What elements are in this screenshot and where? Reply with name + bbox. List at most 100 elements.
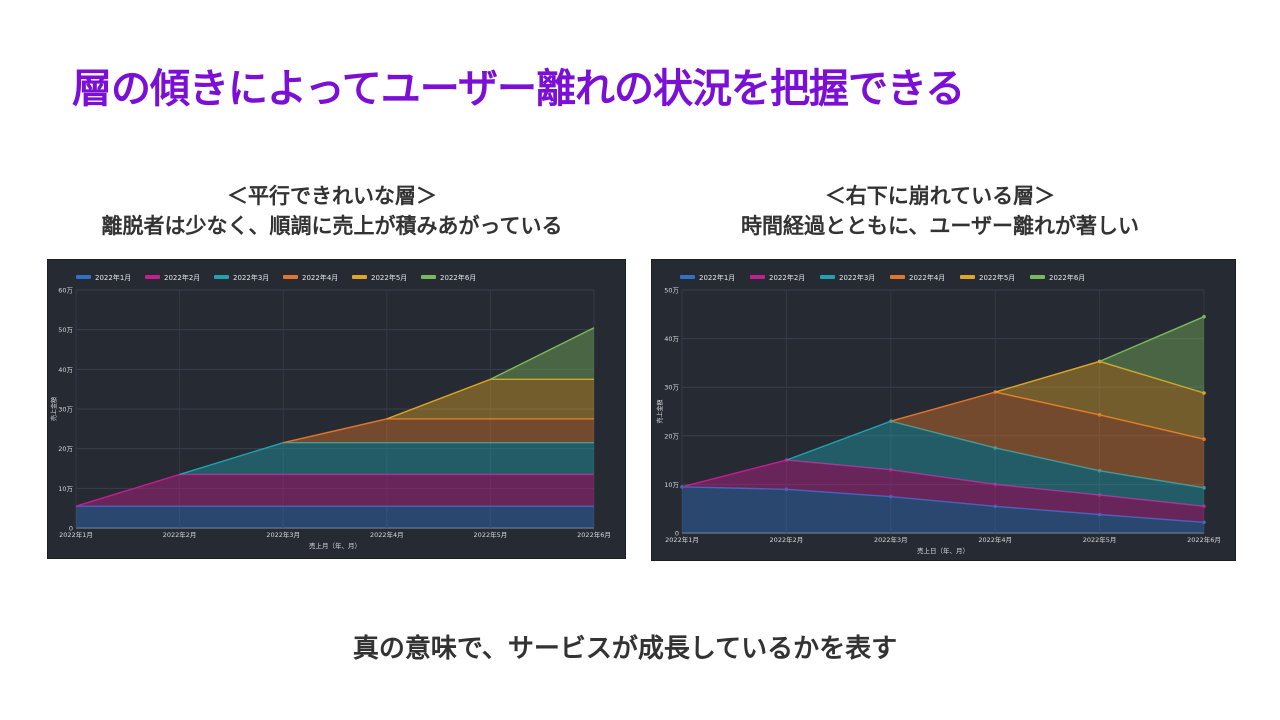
data-point	[1097, 413, 1102, 417]
y-tick-label: 30万	[664, 384, 679, 392]
series-line-6	[1099, 316, 1205, 363]
legend-item-3: 2022年3月	[820, 273, 875, 282]
data-point	[1097, 468, 1102, 473]
data-point	[993, 504, 997, 509]
series-line-6	[490, 327, 595, 380]
data-point	[1097, 512, 1102, 517]
data-point	[1202, 314, 1206, 319]
legend-item-2: 2022年2月	[145, 273, 200, 282]
legend-swatch	[960, 275, 975, 279]
legend-label: 2022年1月	[699, 273, 735, 282]
x-tick-label: 2022年5月	[474, 530, 508, 539]
caption-left: ＜平行できれいな層＞ 離脱者は少なく、順調に売上が積みあがっている	[52, 181, 612, 241]
legend-label: 2022年1月	[95, 273, 131, 282]
y-tick-label: 20万	[664, 432, 679, 440]
legend-item-1: 2022年1月	[76, 273, 131, 282]
caption-right-description: 時間経過とともに、ユーザー離れが著しい	[741, 214, 1139, 238]
series-line-2	[75, 473, 594, 507]
y-axis-title: 売上金額	[656, 399, 664, 423]
series-line-4	[890, 391, 1205, 440]
area-series-3	[786, 421, 1204, 507]
legend-label: 2022年6月	[440, 273, 476, 282]
legend-label: 2022年5月	[371, 273, 407, 282]
data-point	[993, 446, 997, 450]
legend-swatch	[820, 275, 835, 279]
area-series-5	[386, 379, 594, 419]
legend-label: 2022年4月	[302, 273, 338, 282]
y-tick-label: 50万	[664, 287, 679, 295]
data-point	[1202, 437, 1206, 442]
x-tick-label: 2022年2月	[770, 535, 804, 544]
area-series-3	[179, 442, 594, 475]
y-tick-label: 30万	[58, 406, 73, 414]
x-tick-label: 2022年3月	[874, 535, 908, 544]
area-series-5	[995, 361, 1204, 440]
legend-item-1: 2022年1月	[680, 273, 735, 282]
data-point	[1097, 493, 1102, 497]
footer-message: 真の意味で、サービスが成長しているかを表す	[352, 634, 898, 664]
chart-panel-declining: 0 10万 20万 30万 40万 50万 2022年1月 2022年2月 2022年3月 202…	[651, 259, 1236, 561]
series-line-1	[681, 486, 1205, 523]
x-tick-label: 2022年2月	[163, 530, 197, 539]
x-tick-label: 2022年4月	[978, 535, 1012, 544]
caption-left-heading: ＜平行できれいな層＞	[227, 184, 437, 208]
y-tick-label: 10万	[58, 485, 73, 493]
x-tick-label: 2022年3月	[266, 530, 300, 539]
legend-item-4: 2022年4月	[890, 273, 945, 282]
data-point	[889, 468, 893, 472]
stacked-area-chart-declining: 0 10万 20万 30万 40万 50万 2022年1月 2022年2月 2022年3月 202…	[656, 273, 1221, 555]
x-tick-label: 2022年6月	[1187, 535, 1221, 544]
legend-label: 2022年3月	[839, 273, 875, 282]
y-tick-label: 40万	[664, 335, 679, 343]
x-axis-title: 売上日（年、月）	[917, 546, 969, 555]
y-axis-title: 売上金額	[50, 397, 58, 421]
legend-label: 2022年2月	[164, 273, 200, 282]
area-series-2	[682, 460, 1204, 523]
y-tick-label: 60万	[58, 287, 73, 295]
y-tick-label: 10万	[664, 481, 679, 489]
caption-right-heading: ＜右下に崩れている層＞	[824, 184, 1056, 208]
legend-label: 2022年2月	[769, 273, 805, 282]
legend-swatch	[76, 275, 91, 279]
legend-swatch	[890, 275, 905, 279]
caption-right: ＜右下に崩れている層＞ 時間経過とともに、ユーザー離れが著しい	[660, 181, 1220, 241]
stacked-area-chart-parallel: 0 10万 20万 30万 40万 50万 60万 2022年1月 2022年2月 2022年3月…	[50, 273, 611, 550]
legend-swatch	[145, 275, 160, 279]
y-tick-label: 0	[675, 530, 679, 538]
series-line-3	[179, 441, 594, 476]
legend-swatch	[214, 275, 229, 279]
series-line-2	[681, 459, 1205, 507]
legend-label: 2022年5月	[979, 273, 1015, 282]
legend-swatch	[1030, 275, 1045, 279]
x-tick-label: 2022年4月	[370, 530, 404, 539]
data-point	[784, 487, 789, 492]
legend-swatch	[680, 275, 695, 279]
data-point	[1202, 504, 1206, 509]
area-series-4	[283, 418, 594, 443]
y-tick-label: 40万	[58, 366, 73, 374]
area-series-1	[76, 506, 594, 528]
legend-item-6: 2022年6月	[421, 273, 476, 282]
page-title: 層の傾きによってユーザー離れの状況を把握できる	[72, 66, 965, 112]
x-tick-label: 2022年5月	[1083, 535, 1117, 544]
x-axis-title: 売上月（年、月）	[309, 541, 361, 550]
legend-swatch	[421, 275, 436, 279]
legend-item-2: 2022年2月	[750, 273, 805, 282]
x-tick-label: 2022年1月	[665, 535, 699, 544]
legend-item-4: 2022年4月	[283, 273, 338, 282]
series-line-4	[283, 418, 594, 444]
legend-item-5: 2022年5月	[352, 273, 407, 282]
data-point	[993, 482, 997, 487]
legend-item-5: 2022年5月	[960, 273, 1015, 282]
y-tick-label: 20万	[58, 445, 73, 453]
legend-label: 2022年6月	[1049, 273, 1085, 282]
legend-label: 2022年4月	[909, 273, 945, 282]
legend-item-3: 2022年3月	[214, 273, 269, 282]
data-point	[1202, 486, 1206, 490]
area-series-4	[890, 392, 1204, 488]
legend-swatch	[750, 275, 765, 279]
data-point	[889, 494, 893, 499]
legend-swatch	[352, 275, 367, 279]
x-tick-label: 2022年6月	[577, 530, 611, 539]
area-series-2	[76, 474, 594, 507]
